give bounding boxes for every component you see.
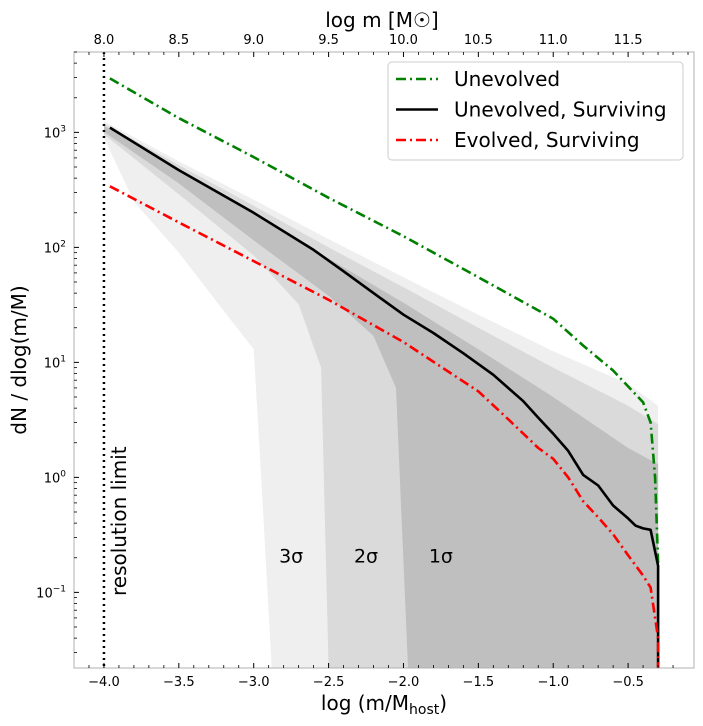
series-line-0 [109, 77, 660, 564]
legend-label-1: Unevolved, Surviving [454, 98, 667, 122]
x-tick-label: −2.5 [313, 675, 345, 690]
sigma-label-1: 2σ [354, 545, 378, 567]
x-tick-label: −4.0 [88, 675, 120, 690]
top-tick-label: 8.5 [168, 33, 189, 48]
series-line-2 [109, 185, 660, 668]
resolution-limit-label: resolution limit [107, 446, 131, 596]
top-tick-label: 9.5 [318, 33, 339, 48]
x-axis-label: log (m/Mhost) [321, 691, 447, 718]
x-axis-label-main: log (m/M [321, 691, 409, 715]
y-axis-label: dN / dlog(m/M) [7, 285, 31, 434]
x-axis-label-close: ) [439, 691, 447, 715]
legend-label-2: Evolved, Surviving [454, 128, 640, 152]
legend-box [387, 61, 684, 161]
sigma-label-0: 3σ [279, 545, 303, 567]
legend-label-0: Unevolved [454, 67, 560, 91]
legend: Unevolved Unevolved, Surviving Evolved, Su… [387, 61, 684, 161]
y-tick-label: 100 [44, 469, 67, 486]
x-tick-label: −0.5 [612, 675, 644, 690]
x-tick-label: −3.0 [238, 675, 270, 690]
sigma-labels: 3σ 2σ 1σ [279, 545, 453, 567]
x-tick-label: −1.5 [463, 675, 495, 690]
band-1sigma [104, 125, 659, 669]
x-axis-ticks: −4.0 −3.5 −3.0 −2.5 −2.0 −1.5 −1.0 −0.5 [88, 663, 674, 690]
x-tick-label: −1.0 [537, 675, 569, 690]
top-tick-label: 11.5 [614, 33, 643, 48]
top-tick-label: 9.0 [243, 33, 264, 48]
top-tick-label: 11.0 [539, 33, 568, 48]
top-tick-label: 8.0 [94, 33, 115, 48]
x-tick-label: −2.0 [388, 675, 420, 690]
top-tick-label: 10.5 [464, 33, 493, 48]
x-tick-label: −3.5 [163, 675, 195, 690]
top-axis-ticks: 8.0 8.5 9.0 9.5 10.0 10.5 11.0 11.5 [88, 33, 689, 57]
y-tick-label: 102 [44, 239, 66, 256]
series-line-1 [109, 126, 660, 668]
top-axis-label: log m [M☉] [325, 8, 438, 32]
y-tick-label: 103 [44, 124, 66, 141]
y-axis-ticks: 10−1 100 101 102 103 [36, 51, 79, 653]
series-lines [109, 77, 660, 668]
plot-frame [73, 51, 695, 669]
sigma-bands [104, 121, 659, 669]
y-tick-label: 101 [44, 354, 66, 371]
x-axis-label-sub: host [409, 702, 440, 718]
sigma-label-2: 1σ [429, 545, 453, 567]
y-tick-label: 10−1 [36, 584, 66, 601]
top-tick-label: 10.0 [389, 33, 418, 48]
